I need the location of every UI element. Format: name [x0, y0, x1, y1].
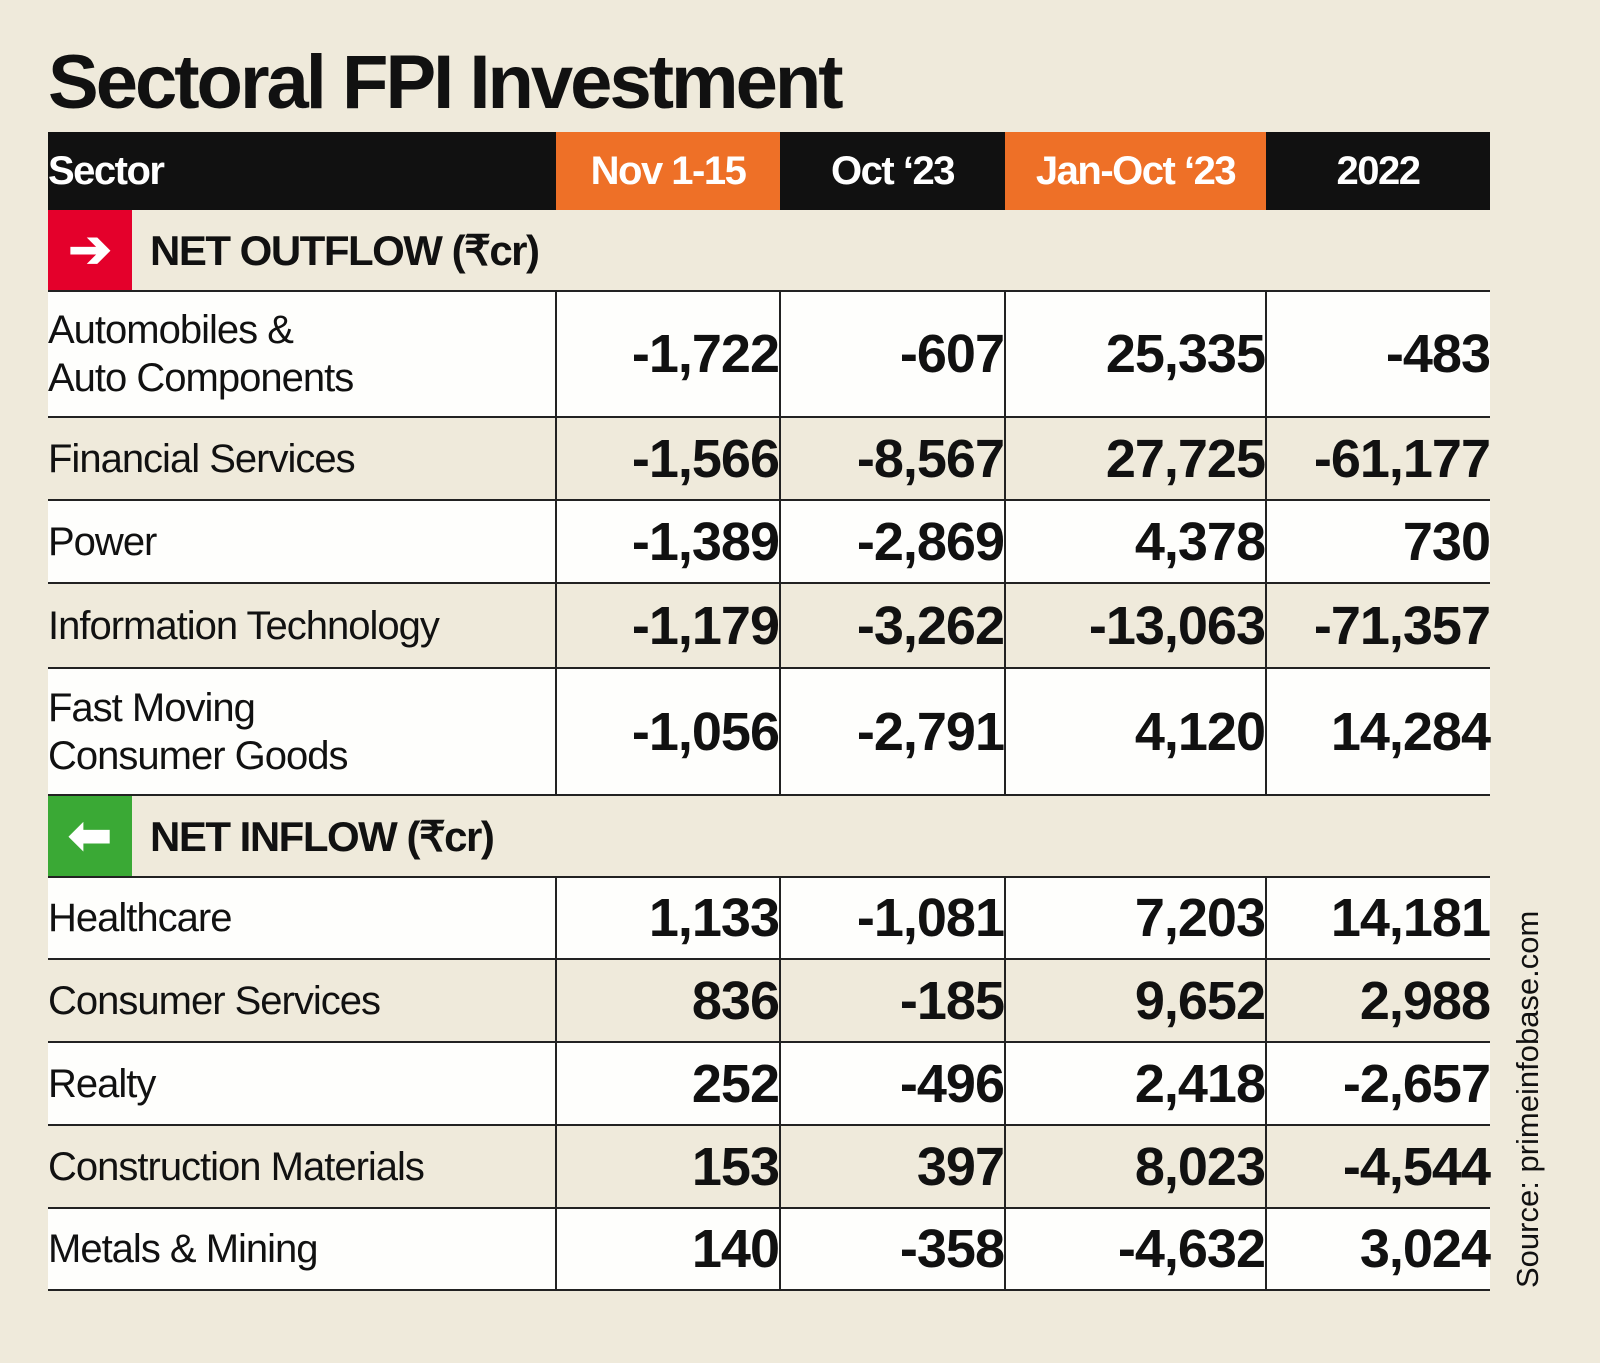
sector-name-line: Information Technology: [48, 603, 440, 648]
table-row: Information Technology -1,179 -3,262 -13,06…: [48, 583, 1491, 669]
value-cell: -1,722: [556, 291, 781, 418]
value-cell: 27,725: [1005, 417, 1267, 501]
column-header: Oct ‘23: [780, 132, 1005, 210]
value-cell: 4,378: [1005, 500, 1267, 584]
value-cell: 153: [556, 1125, 781, 1209]
table-row: Healthcare 1,133 -1,081 7,203 14,181: [48, 877, 1491, 960]
value-cell: 4,120: [1005, 668, 1267, 796]
value-cell: 1,133: [556, 877, 781, 960]
value-cell: 140: [556, 1208, 781, 1291]
value-cell: -483: [1266, 291, 1491, 418]
arrow-left-icon: ⬅: [48, 796, 132, 876]
table-row: Automobiles & Auto Components -1,722 -607 25…: [48, 291, 1491, 418]
value-cell: -496: [780, 1042, 1006, 1126]
header-row: Sector Nov 1-15 Oct ‘23 Jan-Oct ‘23 2022: [48, 132, 1490, 210]
value-cell: -1,081: [780, 877, 1006, 960]
value-cell: 14,181: [1266, 877, 1491, 960]
value-cell: -1,389: [556, 500, 781, 584]
value-cell: -1,179: [556, 583, 781, 669]
value-cell: 2,418: [1005, 1042, 1267, 1126]
table-row: Construction Materials 153 397 8,023 -4,544: [48, 1125, 1491, 1209]
section-label: NET INFLOW (₹cr): [150, 812, 495, 860]
value-cell: 14,284: [1266, 668, 1491, 796]
value-cell: 2,988: [1266, 959, 1491, 1043]
value-cell: -4,544: [1266, 1125, 1491, 1209]
sector-name: Automobiles & Auto Components: [48, 291, 557, 418]
sector-name: Information Technology: [48, 583, 557, 669]
sector-name: Consumer Services: [48, 959, 557, 1043]
sector-name-line: Realty: [48, 1061, 156, 1106]
section-header: ➔ NET OUTFLOW (₹cr): [48, 210, 1490, 292]
value-cell: -358: [780, 1208, 1006, 1291]
sector-name: Fast Moving Consumer Goods: [48, 668, 557, 796]
section-header: ⬅ NET INFLOW (₹cr): [48, 795, 1490, 878]
sector-name: Healthcare: [48, 877, 557, 960]
column-header: Nov 1-15: [556, 132, 780, 210]
value-cell: 836: [556, 959, 781, 1043]
column-header: 2022: [1266, 132, 1490, 210]
sector-name-line: Fast Moving: [48, 685, 256, 730]
value-cell: 25,335: [1005, 291, 1267, 418]
value-cell: -8,567: [780, 417, 1006, 501]
table-row: Power -1,389 -2,869 4,378 730: [48, 500, 1491, 584]
sector-name-line: Consumer Services: [48, 978, 381, 1023]
value-cell: -185: [780, 959, 1006, 1043]
value-cell: 9,652: [1005, 959, 1267, 1043]
value-cell: 397: [780, 1125, 1006, 1209]
value-cell: -13,063: [1005, 583, 1267, 669]
sector-name-line: Automobiles &: [48, 308, 294, 352]
sector-name-line: Auto Components: [48, 356, 354, 400]
value-cell: -607: [780, 291, 1006, 418]
sector-name-line: Financial Services: [48, 436, 356, 481]
value-cell: 7,203: [1005, 877, 1267, 960]
value-cell: -61,177: [1266, 417, 1491, 501]
table-row: Metals & Mining 140 -358 -4,632 3,024: [48, 1208, 1491, 1291]
value-cell: 730: [1266, 500, 1491, 584]
table-row: Financial Services -1,566 -8,567 27,725 -61,…: [48, 417, 1491, 501]
value-cell: -2,657: [1266, 1042, 1491, 1126]
value-cell: -2,869: [780, 500, 1006, 584]
section-label: NET OUTFLOW (₹cr): [150, 226, 540, 274]
table-row: Fast Moving Consumer Goods -1,056 -2,791 4,1…: [48, 668, 1491, 796]
sector-name: Power: [48, 500, 557, 584]
sector-name-line: Construction Materials: [48, 1144, 425, 1189]
sector-name: Metals & Mining: [48, 1208, 557, 1291]
value-cell: -71,357: [1266, 583, 1491, 669]
column-header: Jan-Oct ‘23: [1005, 132, 1266, 210]
value-cell: 8,023: [1005, 1125, 1267, 1209]
sector-name: Financial Services: [48, 417, 557, 501]
value-cell: -1,566: [556, 417, 781, 501]
source-note: Source: primeinfobase.com: [1510, 910, 1545, 1288]
value-cell: -4,632: [1005, 1208, 1267, 1291]
value-cell: 3,024: [1266, 1208, 1491, 1291]
column-header: Sector: [48, 132, 556, 210]
value-cell: -3,262: [780, 583, 1006, 669]
value-cell: -2,791: [780, 668, 1006, 796]
sector-name-line: Metals & Mining: [48, 1227, 319, 1271]
sector-name: Construction Materials: [48, 1125, 557, 1209]
value-cell: 252: [556, 1042, 781, 1126]
arrow-right-icon: ➔: [48, 210, 132, 290]
page-title: Sectoral FPI Investment: [48, 40, 844, 125]
fpi-table: Sector Nov 1-15 Oct ‘23 Jan-Oct ‘23 2022 ➔ NE…: [48, 132, 1491, 1291]
sector-name-line: Healthcare: [48, 896, 232, 940]
table-row: Consumer Services 836 -185 9,652 2,988: [48, 959, 1491, 1043]
value-cell: -1,056: [556, 668, 781, 796]
sector-name-line: Consumer Goods: [48, 733, 348, 778]
sector-name: Realty: [48, 1042, 557, 1126]
sector-name-line: Power: [48, 519, 157, 564]
table-row: Realty 252 -496 2,418 -2,657: [48, 1042, 1491, 1126]
